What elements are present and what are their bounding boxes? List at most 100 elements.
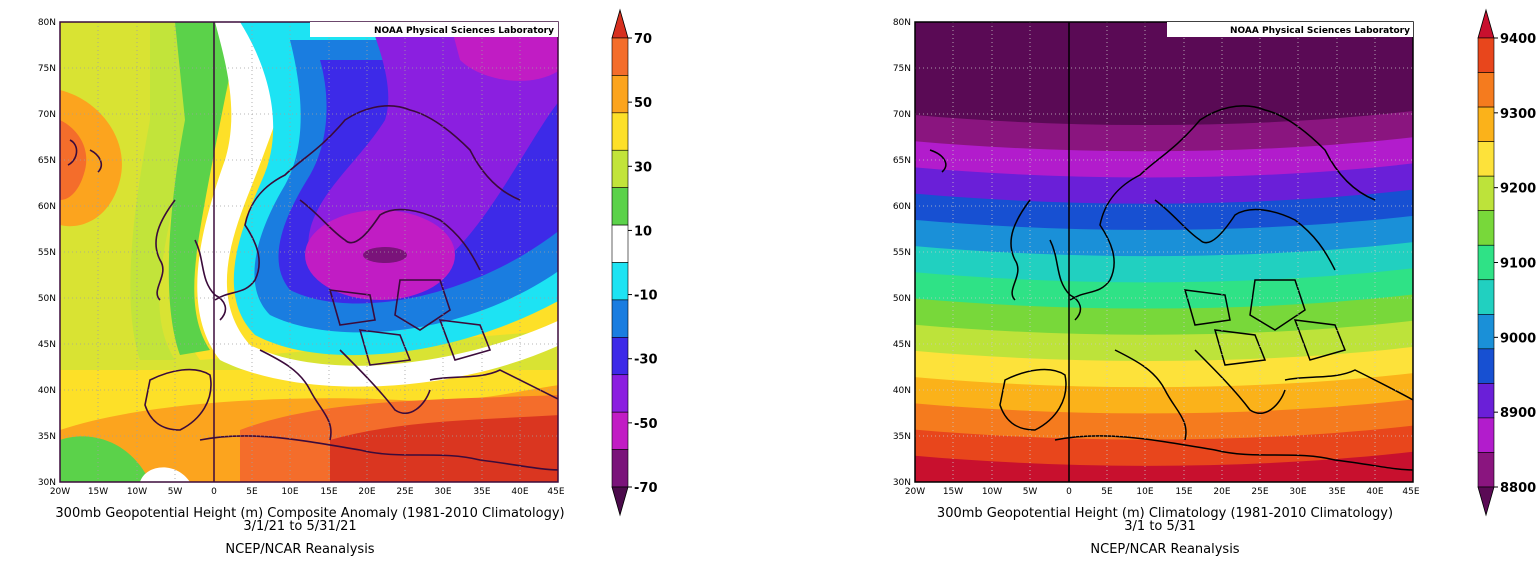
colorbar-segment [611,187,629,226]
lon-label: 15W [943,487,963,497]
lon-label: 35E [473,487,490,497]
colorbar-end-top [611,8,629,39]
colorbar-end-bottom [611,486,629,517]
colorbar-label: 9300 [1500,107,1536,122]
lat-label: 35N [38,432,56,442]
colorbar-label: 8800 [1500,481,1536,496]
lon-label: 0 [1066,487,1072,497]
lat-label: 50N [38,294,56,304]
colorbar-segment [1477,314,1495,350]
lat-label: 45N [893,340,911,350]
anomaly-caption-dates: 3/1/21 to 5/31/21 [243,519,356,534]
climatology-map-frame [914,21,1414,483]
anomaly-caption-source: NCEP/NCAR Reanalysis [225,542,374,557]
lat-label: 70N [38,110,56,120]
lon-label: 15E [320,487,337,497]
climatology-colorbar: 9400 9300 9200 9100 9000 8900 8800 [1477,8,1536,517]
colorbar-segment [1477,175,1495,211]
lat-label: 65N [38,156,56,166]
colorbar-segment [1477,452,1495,488]
colorbar-segment [611,374,629,413]
lon-label: 10W [127,487,147,497]
lon-label: 25E [1251,487,1268,497]
colorbar-segment [611,337,629,376]
lon-label: 10E [281,487,298,497]
colorbar-segment [1477,106,1495,142]
lon-label: 15W [88,487,108,497]
colorbar-label: 9100 [1500,257,1536,272]
lat-label: 40N [893,386,911,396]
lat-label: 30N [893,478,911,488]
lat-label: 45N [38,340,56,350]
lon-label: 15E [1175,487,1192,497]
colorbar-segment [611,299,629,338]
colorbar-segment [1477,279,1495,315]
anomaly-lon-labels: 20W 15W 10W 5W 0 5E 10E 15E 20E 25E 30E … [50,487,565,497]
lon-label: 20E [358,487,375,497]
lon-label: 20W [50,487,70,497]
climatology-bands [915,111,1413,482]
lon-label: 30E [1289,487,1306,497]
colorbar-label: -50 [634,417,658,432]
climatology-panel: NOAA Physical Sciences Laboratory 80N 75… [770,0,1540,570]
lat-label: 55N [893,248,911,258]
colorbar-label: 9200 [1500,182,1536,197]
colorbar-segment [1477,417,1495,453]
lon-label: 5W [168,487,183,497]
lat-label: 75N [893,64,911,74]
lat-label: 65N [893,156,911,166]
anomaly-credit-box [310,22,558,37]
lat-label: 50N [893,294,911,304]
climatology-grid [915,22,1413,482]
lat-label: 35N [893,432,911,442]
lon-label: 0 [211,487,217,497]
anomaly-map-field [60,22,558,482]
climatology-caption-title: 300mb Geopotential Height (m) Climatolog… [937,506,1393,521]
colorbar-segment [611,37,629,76]
lon-label: 45E [547,487,564,497]
lon-label: 20E [1213,487,1230,497]
colorbar-label: 10 [634,224,652,239]
anomaly-coastlines [67,105,558,471]
colorbar-segment [611,449,629,488]
climatology-caption-source: NCEP/NCAR Reanalysis [1090,542,1239,557]
lat-label: 40N [38,386,56,396]
colorbar-segment [1477,210,1495,246]
colorbar-segment [611,411,629,450]
colorbar-end-bottom [1477,486,1495,517]
colorbar-segment [1477,348,1495,384]
climatology-band [915,451,1413,482]
colorbar-end-top [1477,8,1495,39]
colorbar-label: -30 [634,353,658,368]
colorbar-label: 9000 [1500,331,1536,346]
lon-label: 10E [1136,487,1153,497]
lat-label: 60N [893,202,911,212]
lat-label: 80N [893,18,911,28]
colorbar-segment [611,224,629,263]
colorbar-segment [611,112,629,151]
climatology-credit: NOAA Physical Sciences Laboratory [1230,26,1410,36]
lon-label: 40E [1366,487,1383,497]
anomaly-map-frame [59,21,559,483]
anomaly-caption-title: 300mb Geopotential Height (m) Composite … [55,506,564,521]
climatology-lat-labels: 80N 75N 70N 65N 60N 55N 50N 45N 40N 35N … [893,18,911,488]
climatology-map-field [915,22,1413,482]
climatology-caption-dates: 3/1 to 5/31 [1124,519,1195,534]
colorbar-segment [1477,72,1495,108]
lon-label: 20W [905,487,925,497]
lon-label: 5E [246,487,258,497]
colorbar-segment [1477,37,1495,73]
lon-label: 45E [1402,487,1419,497]
lon-label: 35E [1328,487,1345,497]
colorbar-label: 9400 [1500,32,1536,47]
lat-label: 30N [38,478,56,488]
colorbar-segment [611,149,629,188]
colorbar-segment [611,75,629,114]
colorbar-segment [1477,383,1495,419]
anomaly-figure: NOAA Physical Sciences Laboratory 80N 75… [38,8,658,557]
colorbar-label: -10 [634,289,658,304]
colorbar-label: 50 [634,96,652,111]
lon-label: 5E [1101,487,1113,497]
climatology-lon-labels: 20W 15W 10W 5W 0 5E 10E 15E 20E 25E 30E … [905,487,1420,497]
lat-label: 70N [893,110,911,120]
